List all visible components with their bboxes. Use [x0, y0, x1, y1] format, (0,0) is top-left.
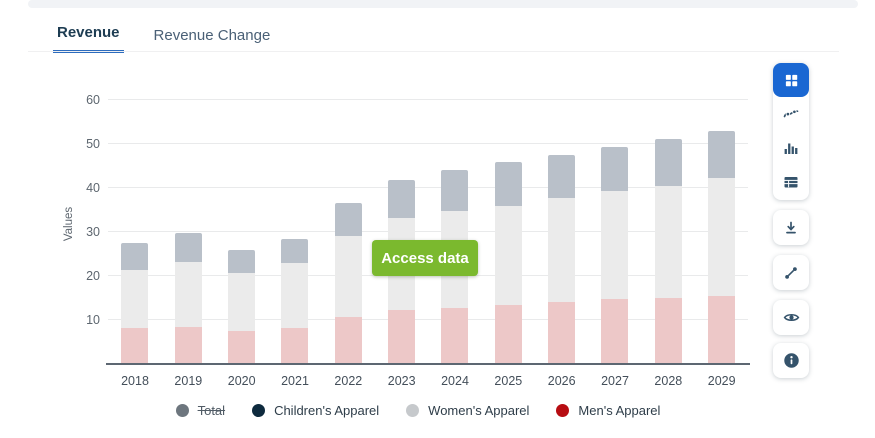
y-axis-tick-label: 50 [86, 137, 100, 152]
bar-segment-2024-children-s-apparel[interactable] [441, 170, 469, 211]
legend-label: Total [197, 403, 226, 418]
bar-segment-2027-women-s-apparel[interactable] [601, 191, 629, 299]
bar-segment-2019-men-s-apparel[interactable] [174, 327, 202, 364]
gridline [108, 319, 748, 321]
legend-item-men-s-apparel[interactable]: Men's Apparel [556, 403, 660, 418]
bar-segment-2029-women-s-apparel[interactable] [707, 178, 735, 296]
tab-bar-divider [28, 51, 839, 52]
bar-segment-2021-women-s-apparel[interactable] [281, 262, 309, 328]
bar-segment-2029-men-s-apparel[interactable] [707, 295, 735, 364]
download-icon [786, 221, 796, 233]
column-chart-icon [784, 143, 798, 154]
x-axis-tick-label: 2028 [654, 374, 683, 388]
line-chart-view-button[interactable] [773, 97, 809, 131]
x-axis-tick-label: 2021 [281, 374, 309, 388]
gridline [108, 231, 748, 233]
table-view-button[interactable] [773, 165, 809, 199]
legend-item-total[interactable]: Total [175, 403, 226, 418]
bar-segment-2020-women-s-apparel[interactable] [227, 272, 255, 332]
x-axis-tick-label: 2023 [387, 374, 416, 388]
chart-plot-area: 10 20 30 40 50 60 2018 2019 2020 2021 2022 2023 2024… [86, 76, 748, 388]
y-axis-tick-label: 60 [86, 93, 100, 108]
access-data-button[interactable]: Access data [372, 240, 478, 276]
legend-label: Men's Apparel [578, 403, 661, 418]
x-axis-tick-label: 2024 [441, 374, 469, 388]
x-axis-tick-label: 2029 [707, 374, 736, 388]
legend-dot [175, 404, 189, 417]
bar-segment-2023-men-s-apparel[interactable] [387, 309, 415, 364]
legend-dot [556, 404, 570, 417]
bar-segment-2027-men-s-apparel[interactable] [601, 298, 629, 364]
x-axis-tick-label: 2022 [334, 374, 363, 388]
table-icon [784, 177, 798, 188]
x-axis-tick-label: 2025 [494, 374, 523, 388]
bar-segment-2018-men-s-apparel[interactable] [121, 327, 149, 364]
bar-segment-2026-women-s-apparel[interactable] [547, 198, 575, 303]
bar-segment-2026-children-s-apparel[interactable] [547, 155, 575, 199]
bar-segment-2025-women-s-apparel[interactable] [494, 206, 522, 306]
y-axis-tick-label: 40 [86, 181, 100, 196]
y-axis-tick-label: 20 [86, 269, 100, 284]
bar-segment-2024-men-s-apparel[interactable] [441, 308, 469, 364]
bar-segment-2019-women-s-apparel[interactable] [174, 262, 202, 328]
bar-segment-2021-men-s-apparel[interactable] [281, 327, 309, 364]
gridline [108, 143, 748, 145]
tab-bar: Revenue Revenue Change [53, 24, 270, 53]
bar-segment-2027-children-s-apparel[interactable] [601, 147, 629, 192]
info-icon [783, 353, 799, 368]
grid-icon [785, 74, 797, 86]
tab-revenue-change[interactable]: Revenue Change [153, 27, 271, 44]
gridline [108, 187, 748, 189]
bar-segment-2025-men-s-apparel[interactable] [494, 305, 522, 364]
legend-item-children-s-apparel[interactable]: Children's Apparel [252, 403, 379, 418]
info-button[interactable] [773, 343, 809, 378]
bar-segment-2029-children-s-apparel[interactable] [707, 130, 735, 179]
bar-segment-2018-women-s-apparel[interactable] [121, 269, 149, 328]
download-button[interactable] [773, 210, 809, 245]
line-chart-icon [783, 109, 799, 118]
legend-label: Women's Apparel [428, 403, 530, 418]
x-axis-tick-label: 2026 [547, 374, 576, 388]
bar-segment-2026-men-s-apparel[interactable] [547, 302, 575, 364]
y-axis-tick-label: 30 [86, 225, 100, 240]
bar-segment-2023-children-s-apparel[interactable] [387, 180, 415, 219]
x-axis-tick-label: 2027 [601, 374, 629, 388]
x-axis-tick-label: 2020 [227, 374, 256, 388]
bar-segment-2020-children-s-apparel[interactable] [227, 250, 255, 273]
bar-segment-2019-children-s-apparel[interactable] [174, 232, 202, 262]
fullscreen-button[interactable] [773, 255, 809, 290]
legend-label: Children's Apparel [274, 403, 380, 418]
chart-legend: Total Children's Apparel Women's Apparel Me… [28, 403, 808, 418]
bar-segment-2021-children-s-apparel[interactable] [281, 239, 309, 263]
top-divider-strip [28, 0, 858, 8]
gridline [108, 99, 748, 101]
legend-item-women-s-apparel[interactable]: Women's Apparel [406, 403, 529, 418]
bar-segment-2018-children-s-apparel[interactable] [121, 243, 149, 270]
bar-segment-2022-women-s-apparel[interactable] [334, 236, 362, 317]
legend-dot [252, 404, 266, 417]
bar-segment-2022-children-s-apparel[interactable] [334, 203, 362, 237]
accessibility-view-button[interactable] [773, 300, 809, 335]
tab-revenue[interactable]: Revenue [53, 24, 124, 53]
x-axis-line [106, 362, 750, 365]
bar-segment-2028-women-s-apparel[interactable] [654, 185, 682, 299]
grid-view-button[interactable] [773, 63, 809, 97]
bar-chart-view-button[interactable] [773, 131, 809, 165]
bar-segment-2025-children-s-apparel[interactable] [494, 162, 522, 207]
bar-segment-2028-children-s-apparel[interactable] [654, 139, 682, 186]
eye-icon [783, 314, 799, 321]
y-axis-tick-label: 10 [86, 313, 100, 328]
bar-segment-2028-men-s-apparel[interactable] [654, 298, 682, 364]
x-axis-tick-label: 2018 [121, 374, 149, 388]
x-axis-tick-label: 2019 [174, 374, 203, 388]
legend-dot [406, 404, 420, 417]
bar-segment-2022-men-s-apparel[interactable] [334, 316, 362, 364]
chart-type-switcher [773, 63, 809, 200]
expand-icon [785, 266, 797, 279]
bar-segment-2020-men-s-apparel[interactable] [227, 331, 255, 364]
